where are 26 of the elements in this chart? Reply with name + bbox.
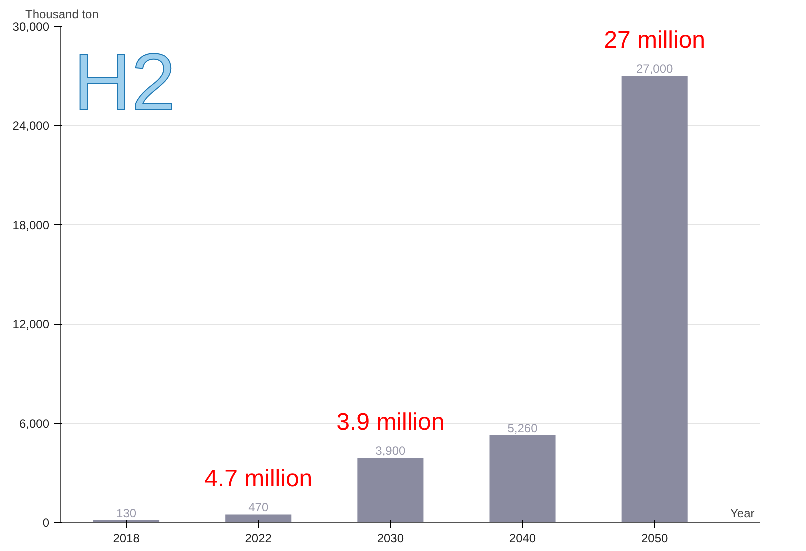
annotation: H2 [74,38,176,126]
bar [622,76,688,522]
x-tick-label: 2022 [245,532,272,546]
data-label: 5,260 [508,422,538,436]
data-label: 3,900 [376,444,406,458]
y-tick-label: 18,000 [12,218,50,232]
x-axis-title: Year [730,506,755,520]
x-tick-label: 2040 [509,532,536,546]
y-tick-label: 24,000 [12,119,50,134]
annotation: 27 million [604,27,706,54]
y-tick-label: 30,000 [12,20,50,34]
annotation: 4.7 million [204,466,313,493]
annotation: 3.9 million [336,409,445,436]
bar [490,436,556,522]
data-label: 130 [116,506,137,520]
x-tick-label: 2050 [641,532,669,546]
x-tick-label: 2030 [377,532,404,546]
x-tick-label: 2018 [113,532,140,546]
y-tick-label: 12,000 [12,318,50,332]
data-label: 470 [248,500,269,515]
y-tick-label: 0 [42,516,50,530]
bar [226,514,292,522]
y-axis-title: Thousand ton [26,8,99,22]
data-label: 27,000 [636,62,674,76]
bar [358,458,424,522]
y-tick-label: 6,000 [19,416,50,431]
